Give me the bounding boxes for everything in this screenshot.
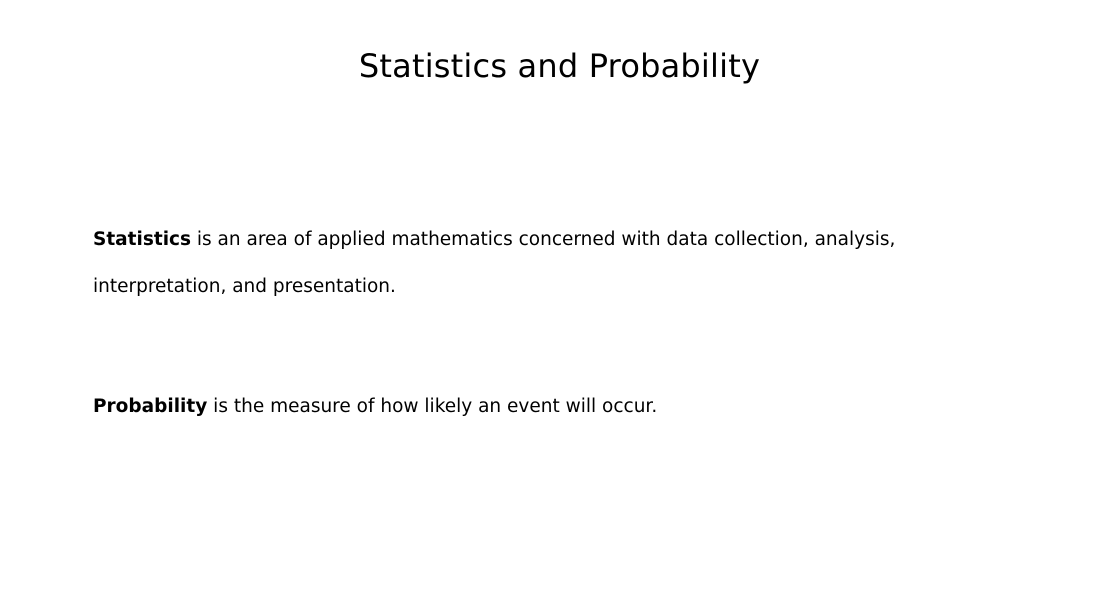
slide-title: Statistics and Probability [358,47,761,85]
statistics-definition: Statistics is an area of applied mathema… [93,216,1033,310]
statistics-definition-text: is an area of applied mathematics concer… [93,229,896,297]
statistics-term: Statistics [93,229,192,250]
probability-definition: Probability is the measure of how likely… [93,383,1033,430]
probability-definition-text: is the measure of how likely an event wi… [207,396,658,417]
probability-term: Probability [93,396,208,417]
